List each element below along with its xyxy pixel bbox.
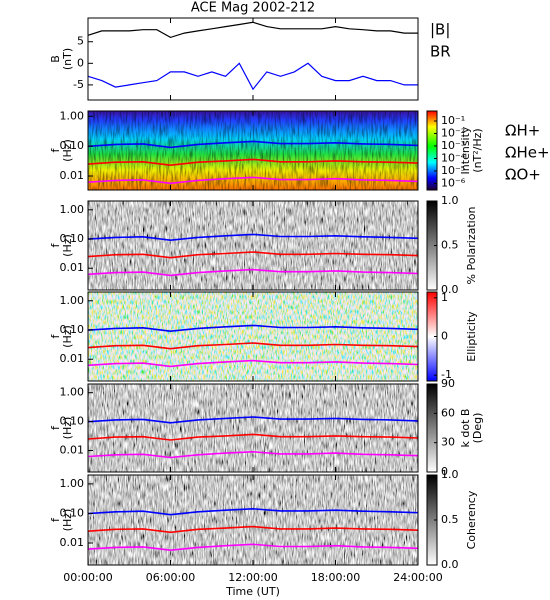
- series-line: [87, 416, 419, 424]
- series-label: ΩH+: [505, 122, 540, 140]
- spectrogram: [88, 201, 418, 290]
- y-axis-label: (nT): [61, 48, 74, 70]
- y-tick-label: 1.00: [60, 386, 85, 399]
- y-tick-label: 0.01: [60, 352, 85, 365]
- series-line: [87, 233, 419, 242]
- y-axis-label: B: [49, 55, 62, 63]
- y-axis-label: (Hz): [61, 417, 74, 440]
- colorbar-label: Ellipticity: [465, 311, 478, 362]
- colorbar-label: (nT²/Hz): [471, 128, 484, 172]
- y-tick-label: 0.01: [60, 261, 85, 274]
- chart-title: ACE Mag 2002-212: [191, 1, 315, 16]
- colorbar-label: (Deg): [471, 413, 484, 444]
- series-line: [87, 140, 419, 149]
- colorbar-tick-label: 1.0: [441, 468, 459, 481]
- y-axis-label: f: [49, 333, 62, 338]
- colorbar-tick-label: -1: [441, 368, 452, 381]
- colorbar-tick-label: 90: [441, 377, 455, 390]
- y-tick-label: 0: [77, 56, 84, 69]
- x-tick-label: 12:00:00: [228, 571, 277, 584]
- series-line: [87, 268, 419, 277]
- y-axis-label: f: [49, 242, 62, 247]
- colorbar-tick-label: 10⁻⁶: [441, 176, 466, 189]
- colorbar-tick-label: 10⁻⁵: [441, 164, 465, 177]
- colorbar-tick-label: 0: [441, 330, 448, 343]
- y-axis-label: f: [49, 147, 62, 152]
- series-line: [87, 525, 419, 534]
- series-line: [87, 359, 419, 368]
- x-tick-label: 18:00:00: [311, 571, 360, 584]
- series-label: ΩO+: [505, 166, 541, 184]
- y-tick-label: 5: [77, 35, 84, 48]
- colorbar-tick-label: 0.5: [441, 239, 459, 252]
- legend-label: |B|: [430, 21, 450, 39]
- series-line: [87, 251, 419, 259]
- colorbar-tick-label: 10⁻²: [441, 126, 465, 139]
- series-line: [87, 324, 419, 333]
- colorbar-label: % Polarization: [465, 207, 478, 285]
- x-tick-label: 24:00:00: [393, 571, 442, 584]
- colorbar-tick-label: 10⁻¹: [441, 114, 465, 127]
- colorbar-tick-label: 1: [441, 291, 448, 304]
- y-tick-label: 0.10: [60, 139, 85, 152]
- colorbar: [426, 110, 438, 191]
- colorbar-tick-label: 60: [441, 406, 455, 419]
- colorbar-label: Intensity: [459, 126, 472, 174]
- x-tick-label: 00:00:00: [63, 571, 112, 584]
- series-line: [87, 21, 418, 39]
- y-tick-label: 0.01: [60, 443, 85, 456]
- spectrogram: [88, 384, 418, 472]
- series-line: [87, 158, 419, 167]
- legend-label: BR: [430, 43, 451, 61]
- y-tick-label: -5: [73, 78, 84, 91]
- y-axis-label: (Hz): [61, 234, 74, 257]
- colorbar-tick-label: 30: [441, 436, 455, 449]
- y-tick-label: 0.01: [60, 169, 85, 182]
- y-axis-label: (Hz): [61, 139, 74, 162]
- y-tick-label: 1.00: [60, 109, 85, 122]
- y-tick-label: 1.00: [60, 203, 85, 216]
- series-line: [87, 342, 419, 350]
- y-tick-label: 0.10: [60, 232, 85, 245]
- series-line: [87, 450, 419, 459]
- colorbar-label: k dot B: [459, 409, 472, 448]
- y-tick-label: 1.00: [60, 294, 85, 307]
- spectrogram: [88, 292, 418, 381]
- series-line: [87, 62, 418, 91]
- x-axis-label: Time (UT): [225, 585, 280, 598]
- colorbar-tick-label: 1.0: [441, 194, 459, 207]
- colorbar: [426, 383, 438, 473]
- x-tick-label: 06:00:00: [146, 571, 195, 584]
- series-line: [87, 543, 419, 552]
- y-tick-label: 0.01: [60, 536, 85, 549]
- y-axis-label: f: [49, 517, 62, 522]
- series-line: [87, 176, 419, 185]
- y-tick-label: 1.00: [60, 477, 85, 490]
- colorbar-tick-label: 0.0: [441, 283, 459, 296]
- colorbar-tick-label: 0: [441, 465, 448, 478]
- colorbar-label: Coherency: [465, 490, 478, 549]
- y-tick-label: 0.10: [60, 323, 85, 336]
- colorbar-tick-label: 10⁻³: [441, 139, 465, 152]
- y-tick-label: 0.10: [60, 415, 85, 428]
- colorbar-tick-label: 10⁻⁴: [441, 151, 466, 164]
- series-line: [87, 433, 419, 441]
- series-label: ΩHe+: [505, 144, 550, 162]
- series-line: [87, 507, 419, 516]
- y-axis-label: f: [49, 425, 62, 430]
- colorbar-tick-label: 0.5: [441, 513, 459, 526]
- colorbar-tick-label: 0.0: [441, 558, 459, 571]
- y-axis-label: (Hz): [61, 325, 74, 348]
- spectrogram: [88, 475, 418, 565]
- y-tick-label: 0.10: [60, 506, 85, 519]
- y-axis-label: (Hz): [61, 509, 74, 532]
